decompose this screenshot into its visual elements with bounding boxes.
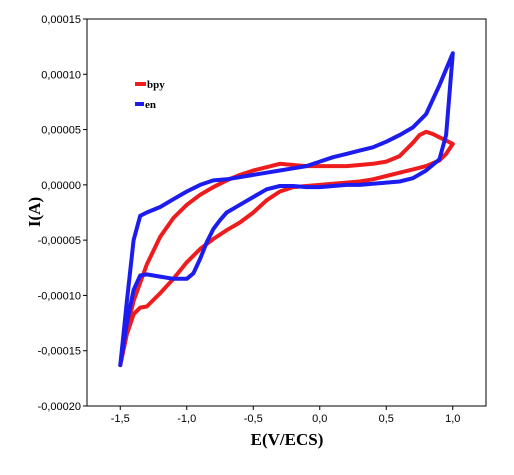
y-tick-label: 0,00000 — [41, 180, 81, 192]
y-tick-label: -0,00020 — [38, 401, 81, 413]
y-tick-label: -0,00010 — [38, 290, 81, 302]
plot-frame — [86, 18, 487, 407]
y-tick-label: 0,00005 — [41, 125, 81, 137]
y-tick-label: 0,00010 — [41, 69, 81, 81]
x-tick-label: -1,5 — [111, 413, 130, 425]
y-tick-label: -0,00015 — [38, 346, 81, 358]
y-axis-title: I(A) — [25, 197, 44, 227]
legend-label-bpy: bpy — [147, 79, 165, 91]
x-tick-label: 0,5 — [379, 413, 394, 425]
x-tick-label: -0,5 — [244, 413, 263, 425]
x-tick-label: 1,0 — [445, 413, 460, 425]
axis-ticks: -0,00020 -0,00015 -0,00010 -0,00005 0,00000 0… — [38, 14, 461, 425]
y-tick-label: 0,00015 — [41, 14, 81, 26]
x-axis-title: E(V/ECS) — [251, 430, 324, 449]
legend-label-en: en — [145, 99, 156, 111]
series-group — [118, 51, 455, 368]
x-tick-label: -1,0 — [177, 413, 196, 425]
y-tick-label: -0,00005 — [38, 235, 81, 247]
series-line-bpy — [118, 129, 455, 368]
legend: bpy en — [135, 79, 165, 111]
x-tick-label: 0,0 — [312, 413, 327, 425]
series-line-en — [118, 51, 455, 368]
